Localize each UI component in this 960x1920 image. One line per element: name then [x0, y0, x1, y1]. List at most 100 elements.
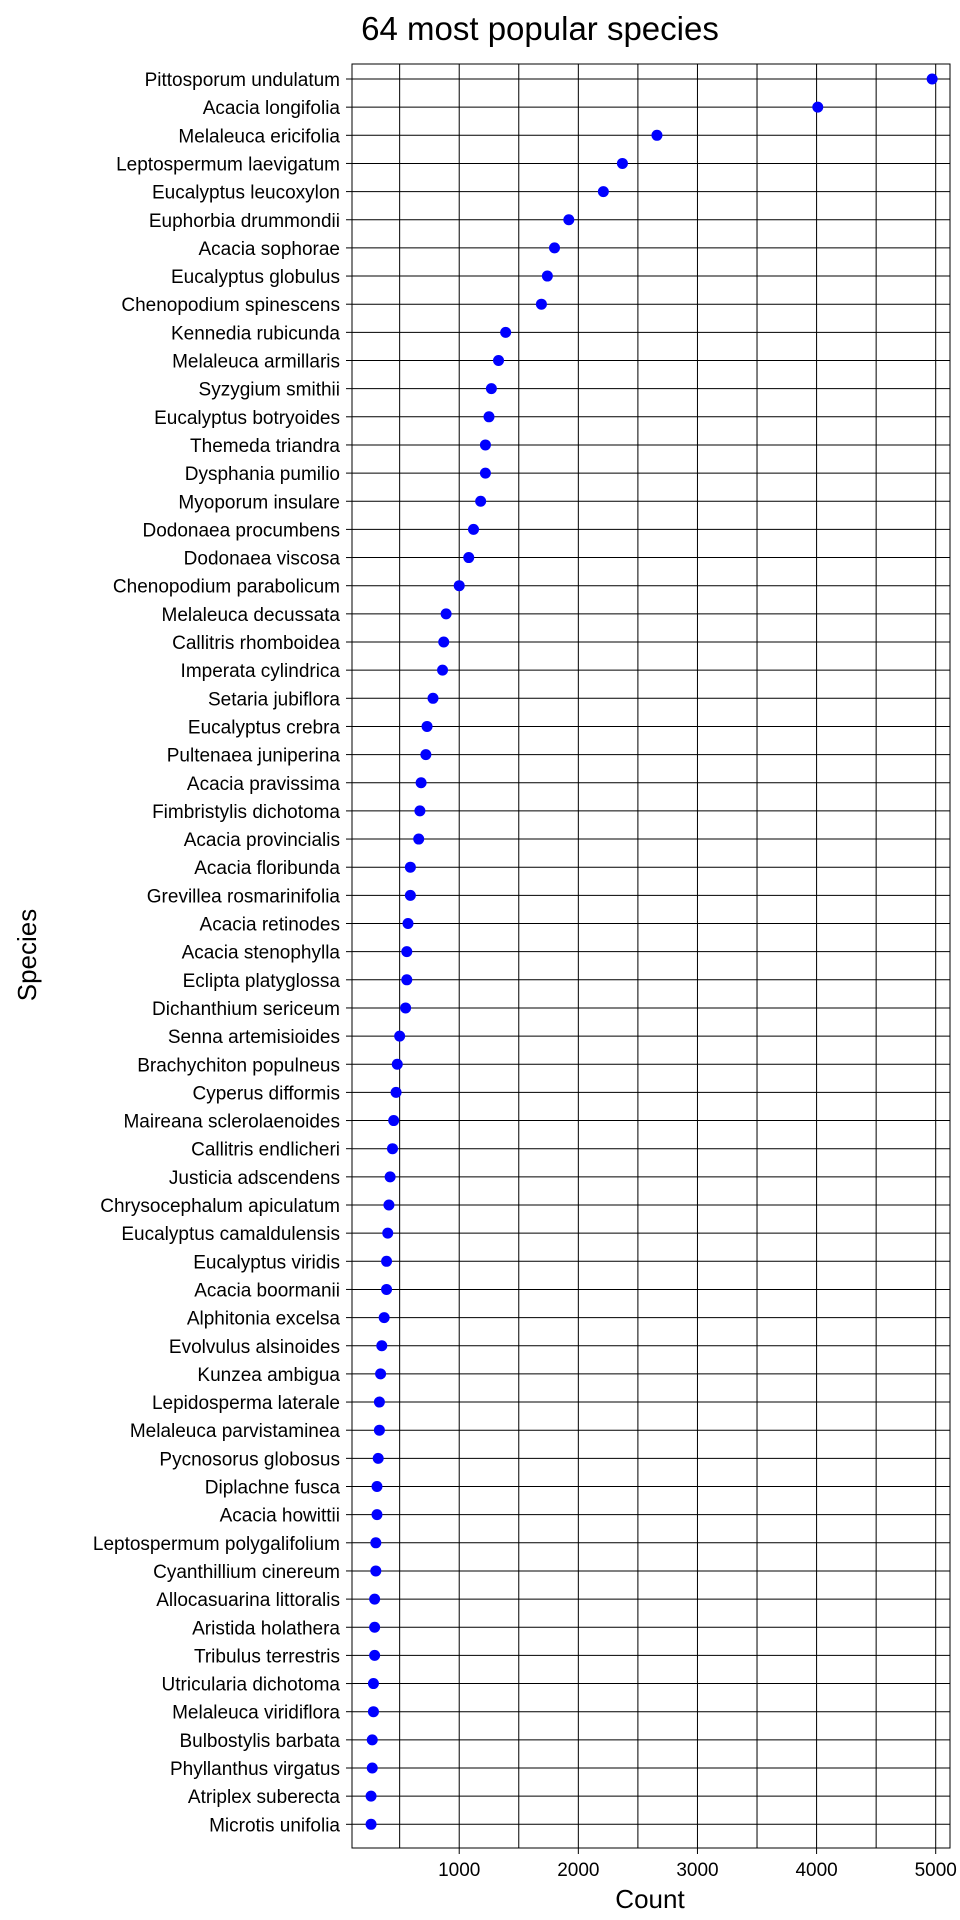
- data-point: [387, 1143, 399, 1155]
- data-point: [369, 1649, 381, 1661]
- y-tick-label: Myoporum insulare: [178, 492, 340, 513]
- data-point: [597, 186, 609, 198]
- chart-title: 64 most popular species: [361, 10, 719, 47]
- y-tick-label: Alphitonia excelsa: [187, 1309, 341, 1330]
- data-point: [415, 777, 427, 789]
- y-tick-label: Acacia howittii: [220, 1506, 340, 1527]
- data-point: [549, 242, 561, 254]
- y-tick-label: Acacia provincialis: [184, 830, 340, 851]
- data-point: [563, 214, 575, 226]
- y-tick-label: Eucalyptus camaldulensis: [121, 1224, 340, 1245]
- y-tick-label: Aristida holathera: [192, 1618, 340, 1639]
- data-point: [383, 1199, 395, 1211]
- y-tick-label: Eucalyptus leucoxylon: [152, 183, 340, 204]
- plot-border: [351, 63, 951, 1849]
- data-point: [367, 1706, 379, 1718]
- y-tick-label: Euphorbia drummondii: [149, 211, 340, 232]
- y-tick-label: Microtis unifolia: [209, 1815, 340, 1836]
- data-point: [369, 1593, 381, 1605]
- x-axis-title: Count: [615, 1884, 685, 1914]
- y-tick-label: Chenopodium parabolicum: [113, 577, 340, 598]
- y-tick-label: Allocasuarina littoralis: [156, 1590, 340, 1611]
- data-point: [373, 1396, 385, 1408]
- y-tick-label: Acacia pravissima: [187, 774, 341, 795]
- y-tick-labels: Pittosporum undulatum Acacia longifolia Me…: [93, 70, 352, 1836]
- x-tick-labels: 1000 2000 3000 4000 5000: [438, 1848, 957, 1881]
- data-point: [376, 1340, 388, 1352]
- data-point: [440, 608, 452, 620]
- data-point: [535, 298, 547, 310]
- grid-lines: [352, 64, 950, 1848]
- data-point: [371, 1509, 383, 1521]
- data-point: [468, 523, 480, 535]
- y-tick-label: Chrysocephalum apiculatum: [100, 1196, 340, 1217]
- y-tick-label: Justicia adscendens: [169, 1168, 340, 1189]
- data-point: [401, 946, 413, 958]
- y-tick-label: Kunzea ambigua: [197, 1365, 340, 1386]
- y-tick-label: Eucalyptus crebra: [188, 717, 341, 738]
- data-point: [485, 383, 497, 395]
- data-point: [378, 1312, 390, 1324]
- data-point: [475, 495, 487, 507]
- data-point: [401, 974, 413, 986]
- data-point: [421, 720, 433, 732]
- y-tick-label: Eucalyptus globulus: [171, 267, 340, 288]
- y-tick-label: Senna artemisioides: [168, 1027, 340, 1048]
- data-point: [390, 1086, 402, 1098]
- y-tick-label: Maireana sclerolaenoides: [123, 1112, 340, 1133]
- data-point: [366, 1762, 378, 1774]
- x-tick-label: 1000: [438, 1860, 480, 1881]
- y-tick-label: Eucalyptus botryoides: [154, 408, 340, 429]
- data-point: [384, 1171, 396, 1183]
- data-point: [616, 157, 628, 169]
- data-point: [370, 1537, 382, 1549]
- data-point: [493, 355, 505, 366]
- data-point: [926, 73, 938, 85]
- data-point: [381, 1283, 393, 1295]
- y-tick-label: Acacia boormanii: [194, 1280, 340, 1301]
- data-point: [372, 1452, 384, 1464]
- y-tick-label: Pycnosorus globosus: [159, 1449, 340, 1470]
- data-point: [394, 1030, 406, 1042]
- data-point: [812, 101, 824, 113]
- data-point: [414, 805, 426, 817]
- data-point: [463, 552, 475, 564]
- data-point: [500, 326, 512, 338]
- data-point: [388, 1115, 400, 1127]
- y-tick-label: Kennedia rubicunda: [171, 323, 340, 344]
- y-tick-label: Callitris rhomboidea: [172, 633, 340, 654]
- data-point: [381, 1255, 393, 1267]
- data-point: [402, 918, 414, 929]
- data-point: [427, 692, 439, 704]
- x-tick-label: 4000: [795, 1860, 837, 1881]
- data-point: [365, 1790, 377, 1802]
- y-tick-label: Tribulus terrestris: [194, 1646, 340, 1667]
- data-point: [369, 1621, 381, 1633]
- x-tick-label: 5000: [915, 1860, 957, 1881]
- y-tick-label: Dodonaea viscosa: [184, 549, 341, 570]
- data-point: [375, 1368, 387, 1380]
- y-tick-label: Utricularia dichotoma: [162, 1675, 341, 1696]
- data-point: [404, 861, 416, 873]
- data-point: [373, 1424, 385, 1436]
- data-point: [366, 1734, 378, 1746]
- y-tick-label: Syzygium smithii: [199, 380, 340, 401]
- data-point: [382, 1227, 394, 1239]
- y-tick-label: Dichanthium sericeum: [152, 999, 340, 1020]
- y-tick-label: Brachychiton populneus: [137, 1055, 340, 1076]
- y-tick-label: Leptospermum laevigatum: [116, 154, 340, 175]
- y-tick-label: Melaleuca viridiflora: [172, 1703, 340, 1724]
- data-point: [479, 467, 491, 479]
- y-tick-label: Cyperus difformis: [193, 1083, 340, 1104]
- y-tick-label: Diplachne fusca: [205, 1478, 341, 1499]
- y-tick-label: Dysphania pumilio: [185, 464, 340, 485]
- y-tick-label: Cyanthillium cinereum: [153, 1562, 340, 1583]
- y-tick-label: Leptospermum polygalifolium: [93, 1534, 340, 1555]
- data-point: [420, 749, 432, 761]
- y-tick-label: Lepidosperma laterale: [152, 1393, 340, 1414]
- data-points: [365, 73, 938, 1830]
- y-tick-label: Pittosporum undulatum: [145, 70, 340, 91]
- y-axis-title: Species: [12, 909, 42, 1002]
- y-tick-label: Melaleuca parvistaminea: [130, 1421, 341, 1442]
